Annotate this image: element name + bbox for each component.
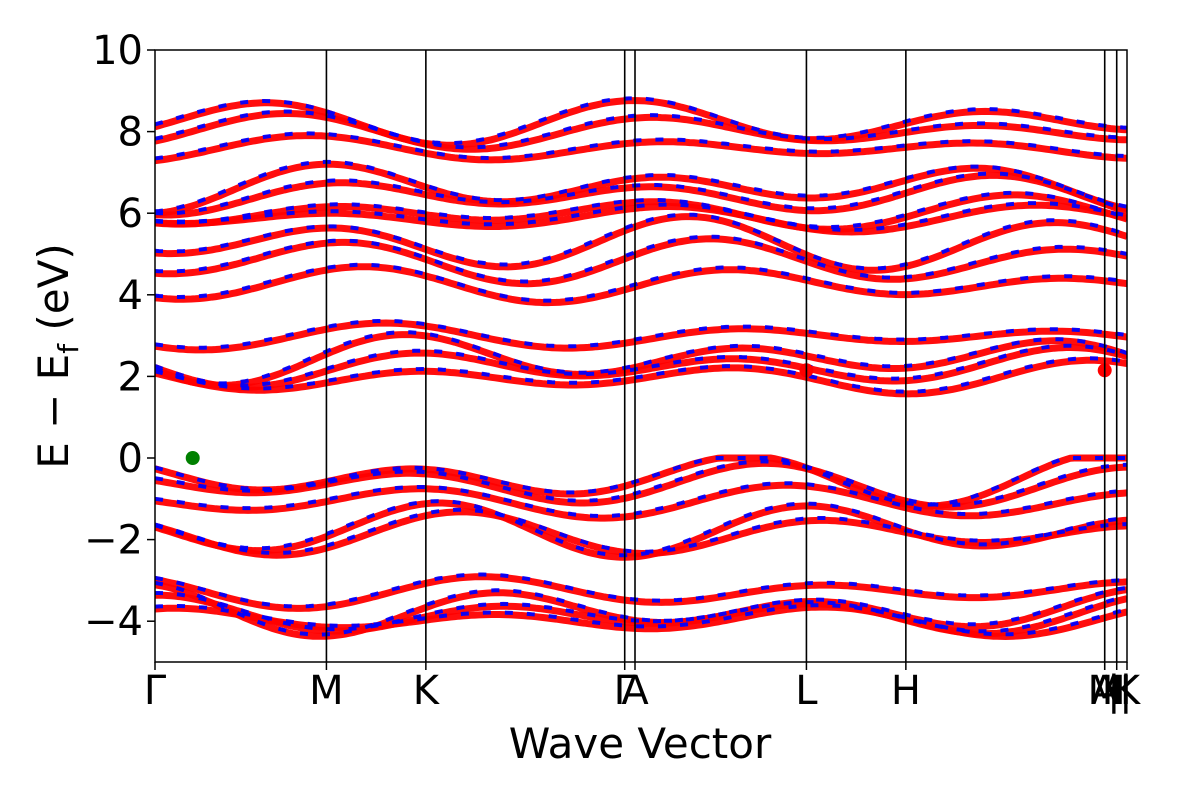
- band-line-red-8: [155, 454, 1127, 510]
- band-line-blue-6: [155, 481, 1127, 519]
- band-line-red-15: [155, 213, 1127, 274]
- y-tick-label-0: −4: [84, 599, 143, 645]
- y-tick-label-1: −2: [84, 518, 143, 564]
- band-line-red-3: [155, 573, 1127, 612]
- bands-layer: [155, 96, 1127, 641]
- x-tick-divider-1: |: [1119, 668, 1132, 714]
- band-line-blue-3: [155, 572, 1127, 609]
- band-line-blue-17: [155, 190, 1127, 229]
- plot-frame: [154, 49, 1128, 663]
- x-tick-label-5: L: [795, 668, 818, 714]
- band-line-red-5: [155, 499, 1127, 561]
- x-tick-label-8: M: [1087, 668, 1122, 714]
- y-axis-title: E − Ef (eV): [29, 243, 85, 469]
- y-tick-label-5: 6: [118, 191, 143, 237]
- x-tick-label-4: A: [621, 668, 649, 714]
- band-line-blue-9: [155, 356, 1127, 394]
- x-tick-label-2: K: [413, 668, 441, 714]
- x-tick-divider-0: |: [1107, 668, 1120, 714]
- kpath-vertical-lines: [325, 50, 1118, 662]
- x-tick-label-1: M: [309, 668, 344, 714]
- x-axis-title: Wave Vector: [509, 719, 772, 768]
- band-line-red-13: [155, 263, 1127, 307]
- markers-layer: [185, 363, 1112, 465]
- y-axis-title-subscript: f: [52, 343, 85, 354]
- y-axis-title-unit: (eV): [29, 243, 78, 344]
- y-axis-ticks: −4 −2 0 2 4 6 8 10: [84, 28, 155, 645]
- x-tick-label-7: A: [1091, 668, 1119, 714]
- band-line-blue-12: [155, 319, 1127, 350]
- band-line-red-22: [155, 97, 1127, 149]
- band-line-red-11: [155, 331, 1127, 389]
- band-line-red-14: [155, 235, 1127, 288]
- y-axis-title-main: E − E: [29, 354, 78, 469]
- band-line-red-2: [155, 581, 1127, 640]
- y-tick-label-3: 2: [118, 354, 143, 400]
- band-line-blue-16: [155, 201, 1127, 232]
- y-tick-label-4: 4: [118, 273, 143, 319]
- band-line-blue-20: [155, 131, 1127, 161]
- band-line-blue-0: [155, 603, 1127, 637]
- x-tick-label-0: Γ: [144, 668, 167, 714]
- band-line-blue-15: [155, 212, 1127, 271]
- vbm-marker: [185, 451, 200, 465]
- x-tick-label-10: K: [1114, 668, 1142, 714]
- band-line-red-18: [155, 171, 1127, 219]
- y-tick-label-7: 10: [92, 28, 143, 74]
- x-tick-label-6: H: [891, 668, 921, 714]
- y-tick-label-6: 8: [118, 110, 143, 156]
- band-line-red-21: [155, 110, 1127, 153]
- band-line-red-19: [155, 160, 1127, 217]
- y-tick-label-2: 0: [118, 436, 143, 482]
- x-tick-label-3: Γ: [614, 668, 637, 714]
- band-line-red-10: [155, 344, 1127, 391]
- x-tick-label-9: H: [1102, 668, 1132, 714]
